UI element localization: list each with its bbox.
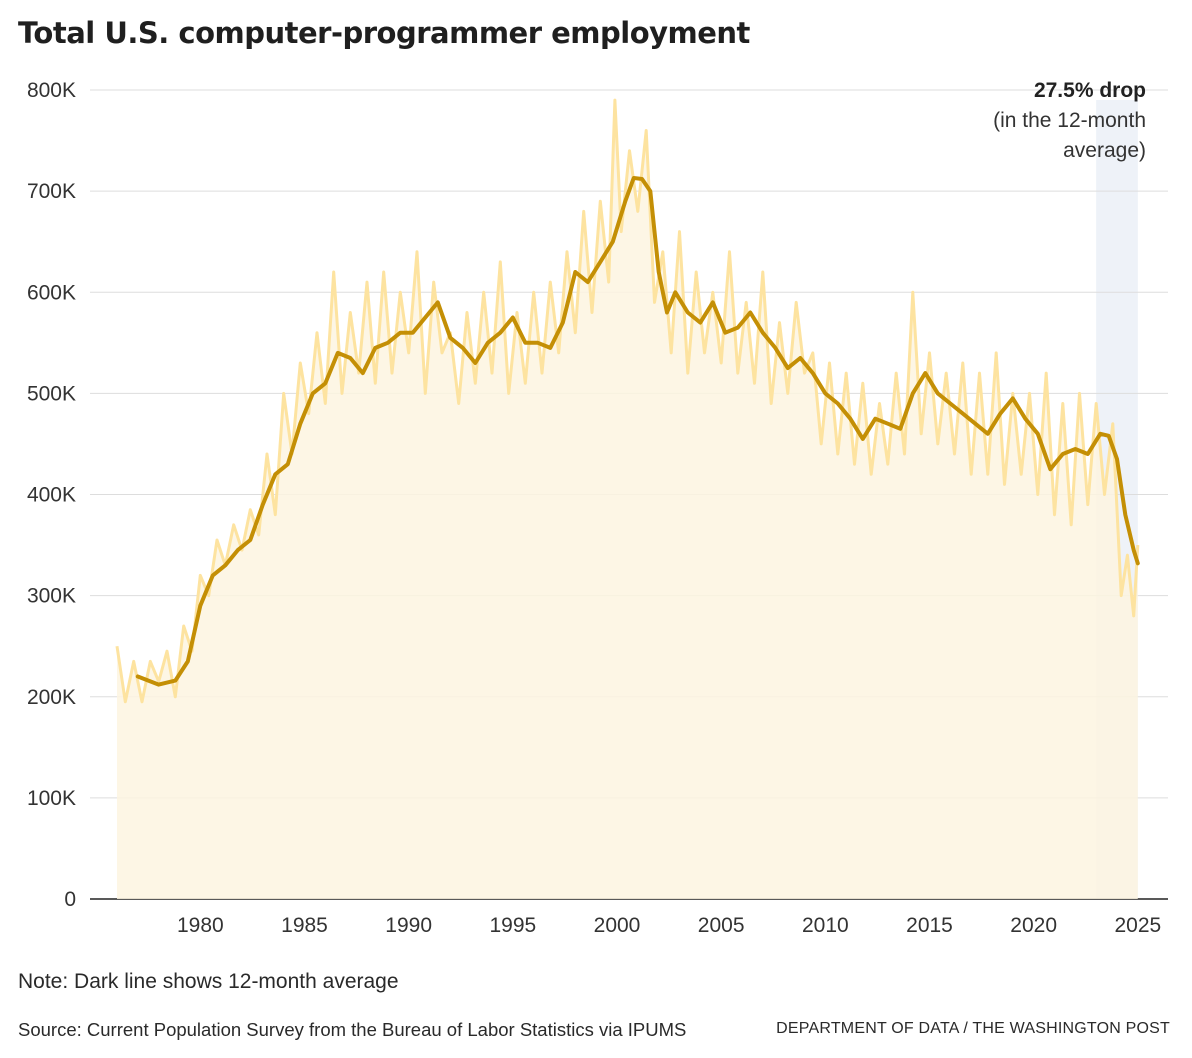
- area-layer: [117, 100, 1138, 900]
- x-tick-label: 2020: [1010, 914, 1057, 937]
- chart-note: Note: Dark line shows 12-month average: [18, 970, 399, 993]
- y-tick-label: 400K: [27, 484, 76, 507]
- y-tick-label: 600K: [27, 281, 76, 304]
- x-tick-label: 1995: [489, 914, 536, 937]
- y-tick-label: 200K: [27, 686, 76, 709]
- annotation: 27.5% drop (in the 12-month average): [993, 79, 1146, 162]
- x-tick-label: 2000: [594, 914, 641, 937]
- y-tick-label: 800K: [27, 79, 76, 102]
- y-tick-label: 500K: [27, 382, 76, 405]
- x-tick-label: 2015: [906, 914, 953, 937]
- x-tick-label: 1985: [281, 914, 328, 937]
- x-tick-label: 2010: [802, 914, 849, 937]
- annotation-bold: 27.5% drop: [1034, 79, 1146, 102]
- chart-credit: DEPARTMENT OF DATA / THE WASHINGTON POST: [776, 1020, 1170, 1037]
- x-tick-label: 1990: [385, 914, 432, 937]
- annotation-line-2: average): [1063, 139, 1146, 162]
- y-tick-label: 300K: [27, 585, 76, 608]
- chart-title: Total U.S. computer-programmer employmen…: [18, 16, 750, 50]
- y-tick-label: 100K: [27, 787, 76, 810]
- monthly-series-line: [115, 98, 1140, 704]
- y-tick-label: 0: [64, 888, 76, 911]
- y-axis-ticks: 0 100K 200K 300K 400K 500K 600K 700K 800K: [27, 79, 76, 911]
- y-tick-label: 700K: [27, 180, 76, 203]
- monthly-area: [117, 100, 1138, 900]
- average-layer: [135, 176, 1140, 687]
- x-tick-label: 2025: [1114, 914, 1161, 937]
- x-tick-label: 2005: [698, 914, 745, 937]
- average-series-line: [135, 176, 1140, 687]
- x-axis-ticks: 1980 1985 1990 1995 2000 2005 2010 2015 2020 2025: [177, 914, 1161, 937]
- annotation-line-1: (in the 12-month: [993, 109, 1146, 132]
- chart-source: Source: Current Population Survey from t…: [18, 1019, 687, 1040]
- monthly-layer: [115, 98, 1140, 704]
- x-tick-label: 1980: [177, 914, 224, 937]
